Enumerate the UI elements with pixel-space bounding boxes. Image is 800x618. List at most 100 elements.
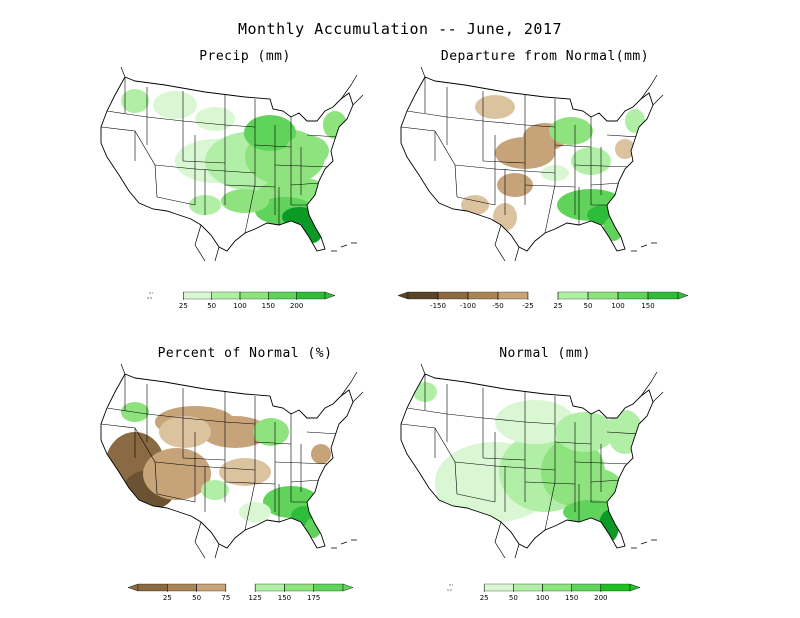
state-border	[182, 120, 226, 126]
percent-panel: Percent of Normal (%)	[95, 346, 395, 559]
state-border	[154, 461, 196, 467]
state-border	[524, 124, 556, 128]
colorbar-box	[557, 291, 589, 300]
state-border	[454, 164, 496, 170]
colorbar-left-arrow	[127, 583, 139, 592]
neighbor-border	[420, 363, 664, 559]
state-border	[290, 182, 322, 186]
state-border	[274, 164, 332, 168]
colorbar-tick-label: 175	[307, 594, 320, 602]
colorbar-box	[600, 583, 631, 592]
colorbar-right-arrow	[629, 583, 641, 592]
colorbar-box	[254, 583, 285, 592]
state-border	[606, 431, 640, 435]
state-border	[254, 144, 292, 148]
state-border	[406, 110, 448, 118]
state-border	[106, 407, 148, 415]
state-border	[154, 164, 196, 170]
colorbar-tick-label: 50	[509, 594, 518, 602]
precip-panel-title: Precip (mm)	[199, 49, 291, 64]
state-border	[156, 196, 196, 206]
precip-fill-region	[195, 107, 235, 131]
precip-fill-region	[244, 115, 296, 151]
island-marks	[331, 539, 357, 549]
state-border	[406, 407, 448, 415]
state-border	[456, 493, 496, 503]
state-border	[446, 413, 484, 419]
state-border	[524, 184, 576, 188]
colorbar-box	[617, 291, 649, 300]
colorbar-tick-label: 50	[207, 302, 216, 310]
state-border	[482, 417, 526, 423]
colorbar-tick-label: 25	[163, 594, 172, 602]
departure-fill-region	[549, 117, 593, 145]
departure-fill-region	[603, 217, 623, 241]
state-border	[274, 461, 332, 465]
colorbar-box	[313, 583, 344, 592]
colorbar-box	[484, 583, 514, 592]
precip-panel: Precip (mm)	[95, 49, 395, 262]
colorbar-right-arrow	[324, 291, 336, 300]
colorbar-box	[155, 292, 184, 299]
state-border	[454, 461, 496, 467]
state-border	[156, 493, 196, 503]
neighbor-border	[120, 66, 364, 262]
state-border	[224, 421, 256, 425]
colorbar-tick-label: 50	[584, 302, 593, 310]
colorbar-box	[587, 291, 619, 300]
state-border	[606, 134, 640, 138]
colorbar-tick-label: 150	[641, 302, 654, 310]
colorbar-tick-label: 200	[594, 594, 607, 602]
normal-panel: Normal (mm)	[395, 346, 695, 559]
colorbar-right-arrow	[677, 291, 689, 300]
country-outline	[100, 373, 354, 549]
colorbar-box	[647, 291, 679, 300]
colorbar-box	[183, 291, 212, 300]
state-border	[482, 120, 526, 126]
colorbar-tick-label: 150	[565, 594, 578, 602]
percent-fill-region	[159, 416, 211, 448]
precip-fill-region	[303, 215, 323, 243]
state-border	[182, 160, 226, 164]
normal-colorbar: 25 50 100 150 200	[447, 583, 641, 602]
state-border	[306, 134, 340, 138]
colorbar-box	[239, 291, 269, 300]
colorbar-left-arrow	[147, 292, 153, 299]
precip-legend: 25 50 100 150 200	[145, 290, 345, 320]
colorbar-box	[137, 583, 168, 592]
state-border	[544, 184, 556, 234]
colorbar-tick-label: -150	[430, 302, 446, 310]
colorbar-tick-label: -25	[522, 302, 533, 310]
state-border	[224, 124, 256, 128]
state-border	[290, 479, 322, 483]
colorbar-box	[571, 583, 601, 592]
colorbar-left-arrow	[447, 584, 453, 591]
colorbar-box	[268, 291, 297, 300]
colorbar-tick-label: 200	[290, 302, 303, 310]
country-outline	[400, 373, 654, 549]
percent-panel-title: Percent of Normal (%)	[157, 346, 333, 361]
neighbor-border	[120, 363, 364, 559]
state-border	[224, 184, 276, 188]
colorbar-box	[284, 583, 314, 592]
figure-title: Monthly Accumulation -- June, 2017	[237, 20, 563, 38]
state-border	[590, 479, 622, 483]
normal-fill-region	[555, 412, 615, 452]
colorbar-tick-label: 150	[262, 302, 275, 310]
state-border	[106, 110, 148, 118]
percent-fill-region	[253, 418, 289, 446]
colorbar-box	[542, 583, 572, 592]
colorbar-tick-label: 150	[278, 594, 291, 602]
precip-map	[100, 66, 364, 262]
departure-panel: Departure from Normal(mm)	[395, 49, 695, 262]
percent-fill-region	[219, 458, 271, 486]
colorbar-box	[296, 291, 326, 300]
normal-panel-title: Normal (mm)	[499, 346, 591, 361]
state-border	[482, 457, 526, 461]
state-border	[254, 441, 292, 445]
departure-panel-title: Departure from Normal(mm)	[440, 49, 650, 64]
state-border	[524, 421, 556, 425]
colorbar-tick-label: 125	[248, 594, 261, 602]
state-border	[456, 196, 496, 206]
island-marks	[331, 242, 357, 252]
